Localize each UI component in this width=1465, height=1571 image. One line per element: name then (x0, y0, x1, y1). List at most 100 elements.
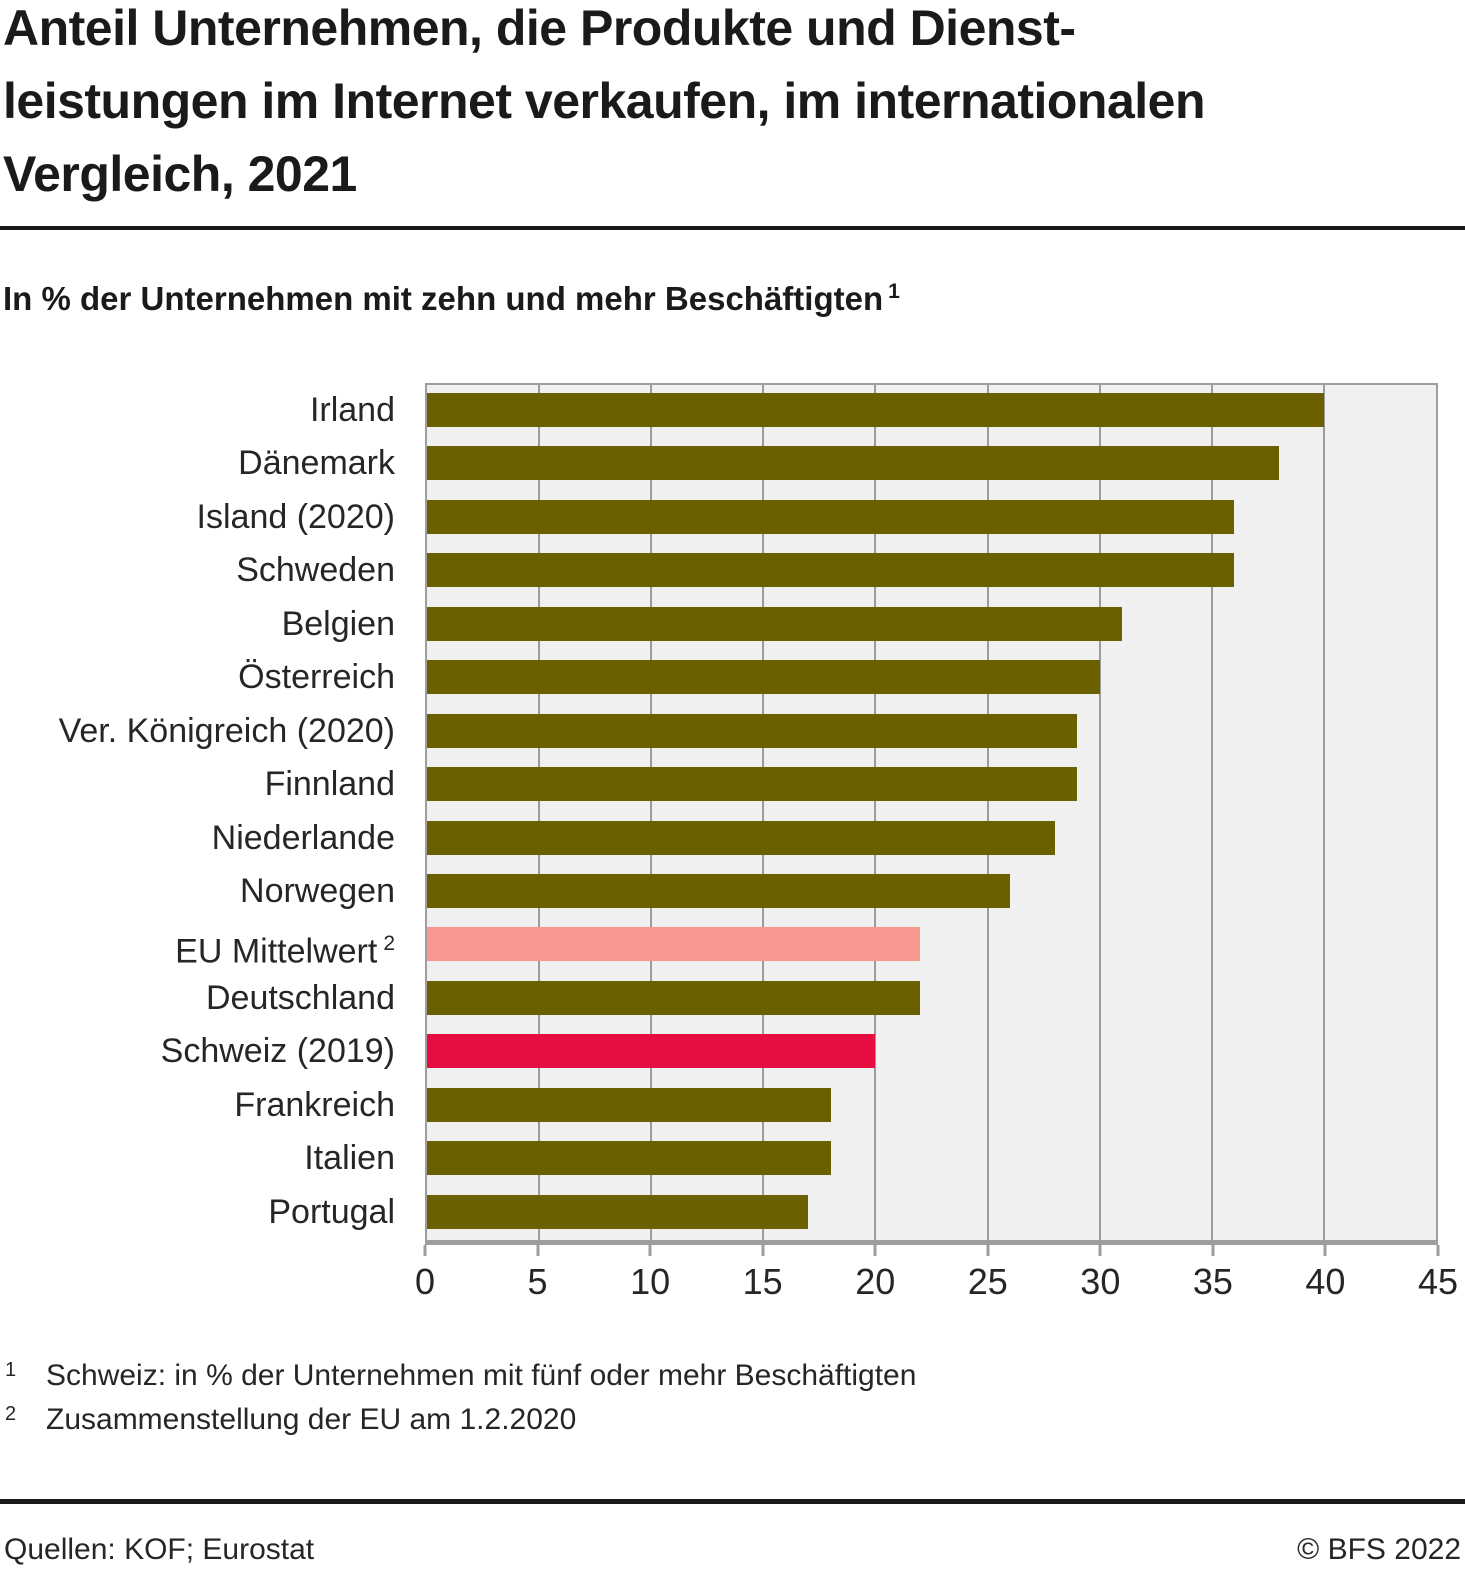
x-axis-tick-label-35: 35 (1192, 1261, 1233, 1302)
category-label-schweden: Schweden (0, 553, 395, 587)
title-line-1: Anteil Unternehmen, die Produkte und Die… (3, 0, 1076, 56)
x-axis-tick-label-10: 10 (630, 1261, 671, 1302)
x-axis-tick-25 (986, 1245, 990, 1256)
category-label-text: Frankreich (234, 1086, 395, 1124)
x-axis-tick-30 (1098, 1245, 1102, 1256)
category-label-island-2020: Island (2020) (0, 500, 395, 534)
x-axis-tick-10 (648, 1245, 652, 1256)
source-text: Quellen: KOF; Eurostat (4, 1533, 315, 1566)
x-axis-tick-35 (1211, 1245, 1215, 1256)
bar-ver-k-nigreich-2020 (427, 714, 1078, 748)
bar-irland (427, 393, 1324, 427)
category-label-text: Schweiz (2019) (160, 1032, 395, 1070)
bar-frankreich (427, 1088, 831, 1122)
category-label-text: Island (2020) (196, 498, 395, 536)
gridline-10 (650, 385, 653, 1240)
bar-deutschland (427, 981, 921, 1015)
x-axis-tick-45 (1436, 1245, 1440, 1256)
copyright-text: © BFS 2022 (1297, 1533, 1461, 1566)
x-axis-tick-label-30: 30 (1080, 1261, 1121, 1302)
category-label-ver-k-nigreich-2020: Ver. Königreich (2020) (0, 714, 395, 748)
category-label-text: Finnland (264, 765, 395, 803)
bar-d-nemark (427, 446, 1280, 480)
bar-sterreich (427, 660, 1100, 694)
category-label-text: Dänemark (238, 444, 395, 482)
category-label-text: Belgien (281, 605, 395, 643)
category-labels: Irland Dänemark Island (2020) Schweden Belgi… (0, 385, 395, 1240)
category-label-text: Irland (309, 391, 395, 429)
category-label-italien: Italien (0, 1141, 395, 1175)
category-label-text: Ver. Königreich (2020) (58, 712, 395, 750)
subtitle-text: In % der Unternehmen mit zehn und mehr B… (3, 280, 884, 317)
bar-norwegen (427, 874, 1010, 908)
category-label-niederlande: Niederlande (0, 821, 395, 855)
x-axis-tick-15 (761, 1245, 765, 1256)
category-label-deutschland: Deutschland (0, 981, 395, 1015)
category-label-portugal: Portugal (0, 1195, 395, 1229)
x-axis-labels: 0 5 10 15 20 25 30 35 40 45 (415, 1261, 1458, 1303)
footnote-2-marker: 2 (5, 1403, 17, 1425)
footer-divider (0, 1499, 1465, 1504)
category-label-d-nemark: Dänemark (0, 446, 395, 480)
category-label-text: Portugal (268, 1193, 395, 1231)
footnote-1-text: Schweiz: in % der Unternehmen mit fünf o… (46, 1359, 917, 1392)
bar-schweiz-2019 (427, 1034, 876, 1068)
category-label-irland: Irland (0, 393, 395, 427)
category-label-eu-mittelwert: EU Mittelwert 2 (0, 927, 395, 968)
category-label-text: Italien (304, 1139, 395, 1177)
x-axis-tick-label-15: 15 (742, 1261, 783, 1302)
x-axis-tick-label-25: 25 (967, 1261, 1008, 1302)
category-label-text: Niederlande (211, 819, 395, 857)
category-label-belgien: Belgien (0, 607, 395, 641)
gridline-30 (1098, 385, 1101, 1240)
bar-finnland (427, 767, 1078, 801)
category-label-text: Österreich (238, 658, 395, 696)
x-axis-tick-0 (423, 1245, 427, 1256)
category-footnote-marker: 2 (383, 932, 395, 955)
footnote-2: 2 Zusammenstellung der EU am 1.2.2020 (0, 1398, 1465, 1442)
title-divider (0, 226, 1465, 230)
gridline-20 (874, 385, 877, 1240)
bar-niederlande (427, 821, 1055, 855)
page-title: Anteil Unternehmen, die Produkte und Die… (3, 0, 1463, 211)
x-axis-tick-5 (536, 1245, 540, 1256)
bar-island-2020 (427, 500, 1235, 534)
title-line-2: leistungen im Internet verkaufen, im int… (3, 73, 1206, 129)
subtitle-footnote-marker: 1 (888, 280, 900, 303)
category-label-text: EU Mittelwert (175, 932, 378, 971)
bar-chart: Irland Dänemark Island (2020) Schweden Belgi… (0, 383, 1465, 1343)
category-label-finnland: Finnland (0, 767, 395, 801)
category-label-text: Deutschland (205, 979, 395, 1017)
plot-area (425, 383, 1438, 1245)
category-label-frankreich: Frankreich (0, 1088, 395, 1122)
gridline-25 (986, 385, 989, 1240)
bar-eu-mittelwert (427, 927, 921, 961)
bar-portugal (427, 1195, 809, 1229)
gridline-35 (1210, 385, 1213, 1240)
footnote-1: 1 Schweiz: in % der Unternehmen mit fünf… (0, 1354, 1465, 1398)
category-label-text: Norwegen (240, 872, 395, 910)
category-label-schweiz-2019: Schweiz (2019) (0, 1034, 395, 1068)
footnote-2-text: Zusammenstellung der EU am 1.2.2020 (46, 1403, 577, 1436)
category-label-norwegen: Norwegen (0, 874, 395, 908)
bar-italien (427, 1141, 831, 1175)
category-label-sterreich: Österreich (0, 660, 395, 694)
gridline-5 (538, 385, 541, 1240)
bar-belgien (427, 607, 1123, 641)
chart-subtitle: In % der Unternehmen mit zehn und mehr B… (3, 280, 900, 318)
footnotes: 1 Schweiz: in % der Unternehmen mit fünf… (0, 1354, 1465, 1442)
x-axis-tick-label-45: 45 (1417, 1261, 1459, 1302)
footnote-1-marker: 1 (5, 1359, 17, 1381)
x-axis-ticks (423, 1245, 1440, 1256)
x-axis-tick-40 (1323, 1245, 1327, 1256)
title-line-3: Vergleich, 2021 (3, 146, 357, 202)
x-axis-tick-label-20: 20 (855, 1261, 896, 1302)
footer: Quellen: KOF; Eurostat © BFS 2022 (0, 1533, 1465, 1567)
bar-schweden (427, 553, 1235, 587)
gridline-40 (1322, 385, 1325, 1240)
category-label-text: Schweden (236, 551, 395, 589)
x-axis-tick-label-40: 40 (1305, 1261, 1346, 1302)
x-axis-tick-label-0: 0 (414, 1261, 436, 1302)
x-axis-tick-label-5: 5 (527, 1261, 548, 1302)
